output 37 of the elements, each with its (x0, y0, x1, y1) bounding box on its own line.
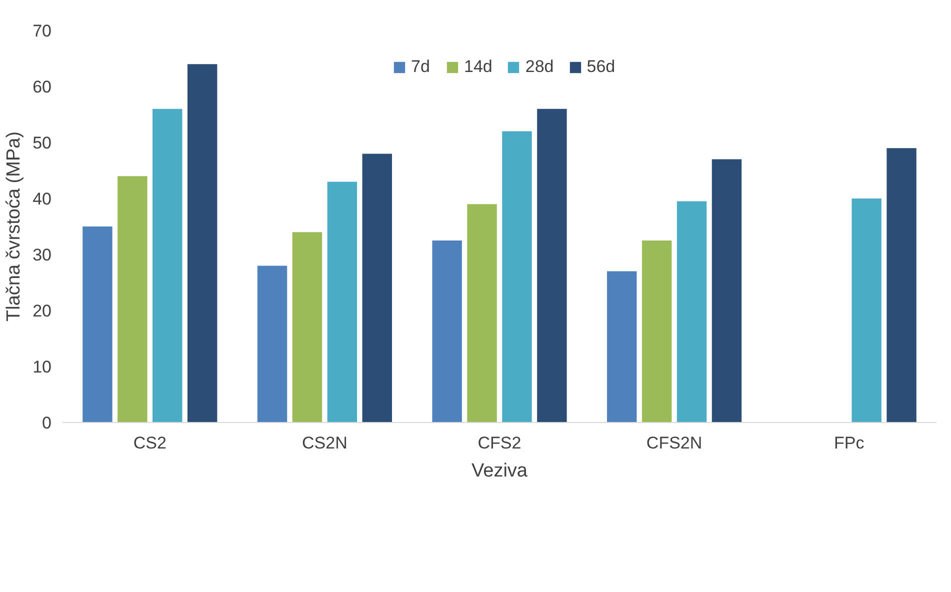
bar (187, 64, 218, 422)
legend-label: 56d (586, 57, 616, 77)
y-tick-label: 20 (32, 302, 52, 320)
y-tick-label: 40 (32, 190, 52, 208)
bar (118, 176, 148, 422)
legend-label: 7d (411, 57, 431, 77)
bar (152, 108, 182, 422)
x-tick-label: CS2 (133, 434, 166, 452)
bar (362, 154, 392, 422)
y-tick-label: 0 (42, 414, 52, 432)
bar (676, 201, 707, 422)
bar (607, 271, 637, 422)
legend-label: 28d (525, 57, 554, 77)
legend-label: 14d (464, 57, 492, 77)
y-tick-label: 70 (32, 22, 52, 40)
x-axis-title: Veziva (472, 460, 528, 482)
bar (537, 108, 567, 422)
y-tick-label: 10 (32, 358, 52, 376)
y-tick-label: 50 (32, 134, 52, 152)
bar (292, 232, 322, 422)
y-tick-label: 30 (32, 246, 52, 264)
bar (886, 148, 916, 422)
y-axis-title: Tlačna čvrstoća (MPa) (4, 131, 25, 322)
x-tick-label: CFS2 (478, 434, 522, 452)
bar (432, 240, 462, 422)
bar (327, 182, 358, 422)
x-tick-label: CS2N (302, 434, 348, 452)
bar (502, 131, 532, 422)
x-tick-label: FPc (834, 434, 865, 452)
bar (852, 198, 882, 422)
bar (712, 159, 742, 422)
bar (82, 226, 112, 422)
bar (257, 266, 288, 422)
y-tick-label: 60 (32, 78, 52, 96)
x-tick-label: CFS2N (646, 434, 702, 452)
bar (467, 204, 497, 422)
bar (642, 240, 672, 422)
